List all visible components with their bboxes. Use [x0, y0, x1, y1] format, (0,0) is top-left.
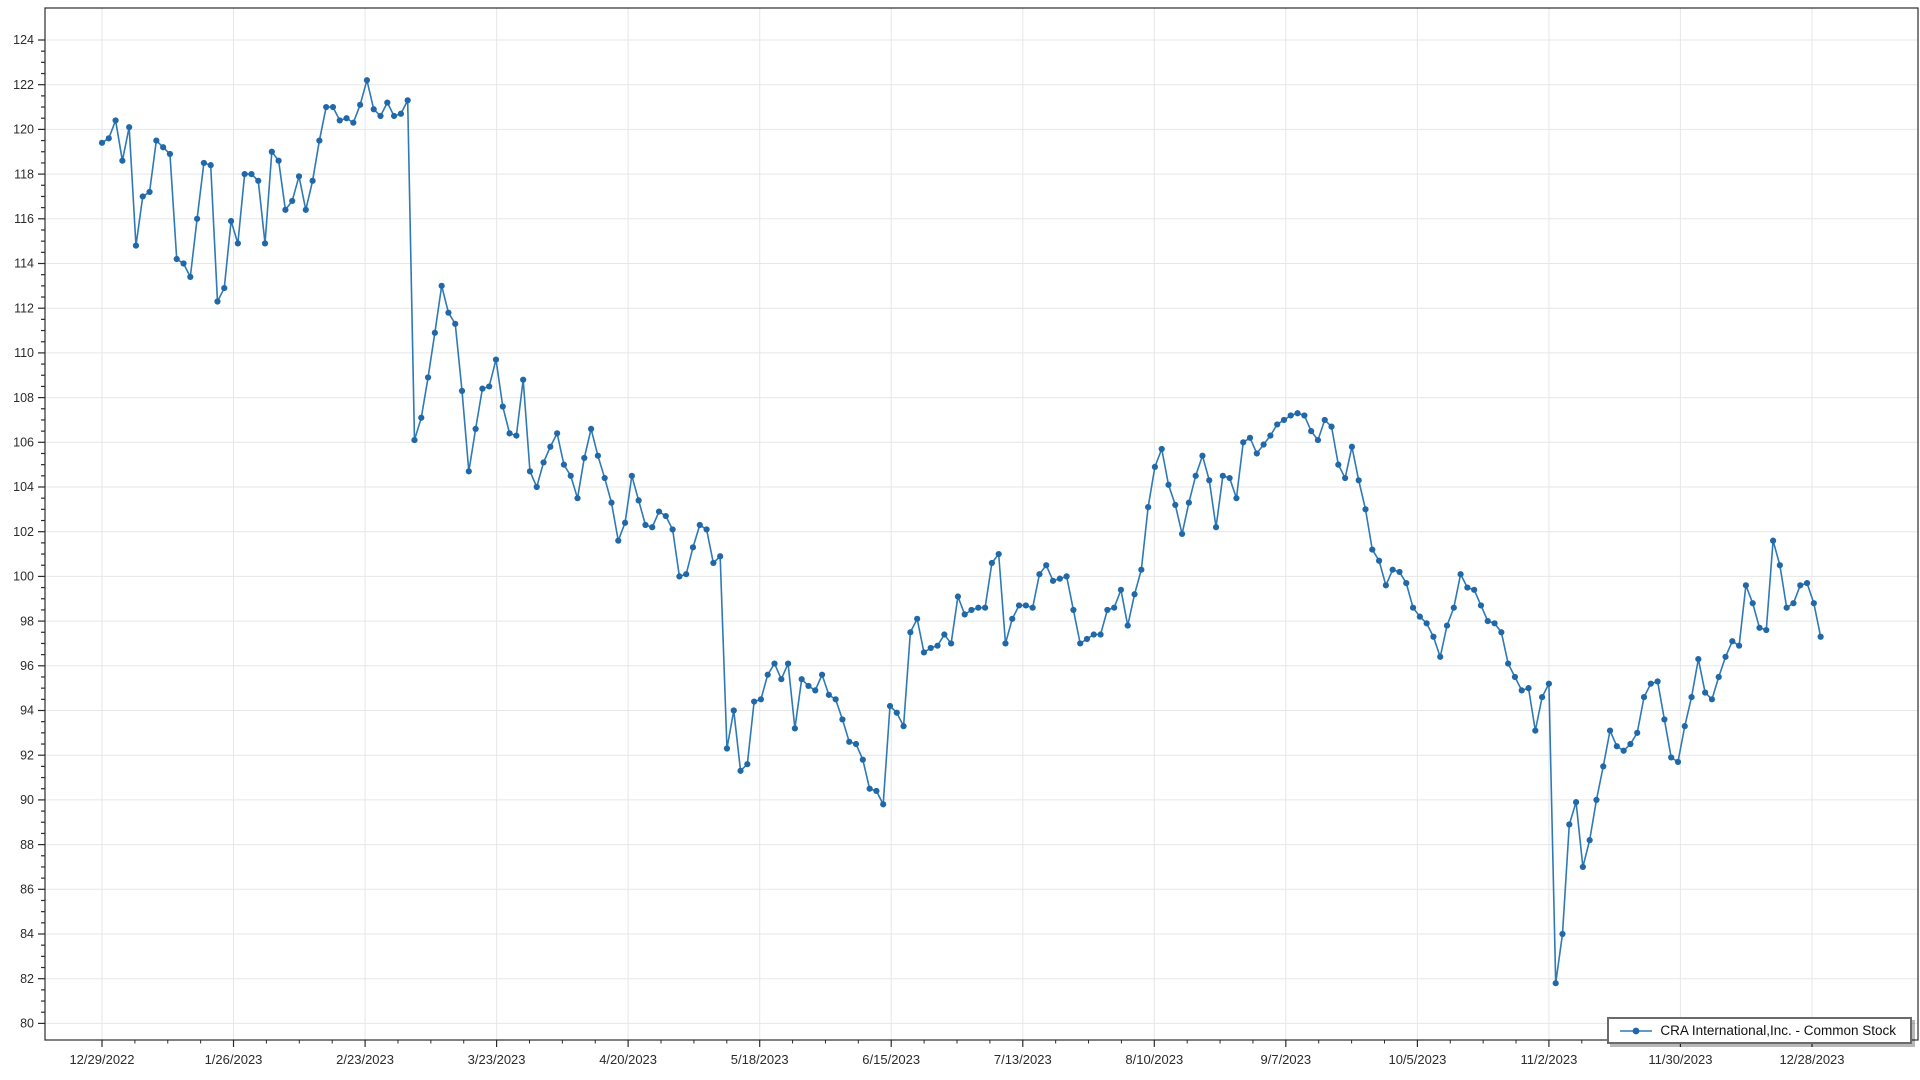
svg-text:12/29/2022: 12/29/2022	[69, 1052, 134, 1067]
svg-text:4/20/2023: 4/20/2023	[599, 1052, 657, 1067]
svg-text:86: 86	[20, 883, 34, 897]
svg-text:6/15/2023: 6/15/2023	[862, 1052, 920, 1067]
svg-text:108: 108	[13, 391, 34, 405]
svg-text:116: 116	[14, 212, 34, 226]
svg-text:8/10/2023: 8/10/2023	[1125, 1052, 1183, 1067]
svg-text:100: 100	[13, 570, 34, 584]
svg-text:3/23/2023: 3/23/2023	[468, 1052, 526, 1067]
svg-text:124: 124	[13, 33, 34, 47]
svg-text:90: 90	[20, 793, 34, 807]
svg-text:2/23/2023: 2/23/2023	[336, 1052, 394, 1067]
svg-text:10/5/2023: 10/5/2023	[1388, 1052, 1446, 1067]
svg-text:9/7/2023: 9/7/2023	[1261, 1052, 1312, 1067]
svg-text:110: 110	[14, 346, 34, 360]
svg-text:82: 82	[20, 972, 34, 986]
svg-text:102: 102	[13, 525, 34, 539]
y-axis: 80 82 84 86 88 90 92 94 96 98 100 102 104 106 108 110 11…	[13, 33, 45, 1031]
svg-text:1/26/2023: 1/26/2023	[205, 1052, 263, 1067]
legend-series-label: CRA International,Inc. - Common Stock	[1660, 1023, 1896, 1038]
svg-text:88: 88	[20, 838, 34, 852]
svg-text:96: 96	[20, 659, 34, 673]
svg-text:98: 98	[20, 614, 34, 628]
svg-text:11/2/2023: 11/2/2023	[1520, 1052, 1577, 1067]
svg-text:104: 104	[13, 480, 34, 494]
svg-text:7/13/2023: 7/13/2023	[994, 1052, 1052, 1067]
svg-text:12/28/2023: 12/28/2023	[1779, 1052, 1844, 1067]
svg-text:118: 118	[14, 167, 34, 181]
svg-text:106: 106	[13, 436, 34, 450]
svg-text:92: 92	[20, 748, 34, 762]
legend: CRA International,Inc. - Common Stock	[1607, 1017, 1912, 1044]
legend-line-marker-icon	[1620, 1027, 1653, 1034]
svg-text:120: 120	[13, 123, 34, 137]
svg-text:80: 80	[20, 1017, 34, 1031]
svg-text:94: 94	[20, 704, 34, 718]
svg-text:112: 112	[14, 301, 34, 315]
svg-text:122: 122	[13, 78, 34, 92]
svg-text:84: 84	[20, 927, 34, 941]
svg-text:114: 114	[14, 257, 34, 271]
svg-text:11/30/2023: 11/30/2023	[1648, 1052, 1712, 1067]
svg-text:5/18/2023: 5/18/2023	[731, 1052, 789, 1067]
plot-frame	[44, 7, 1919, 1041]
x-axis: 12/29/2022 1/26/2023 2/23/2023 3/23/2023 4/2…	[69, 1040, 1845, 1067]
gridlines	[45, 8, 1918, 1040]
data-point-markers	[98, 77, 1824, 987]
